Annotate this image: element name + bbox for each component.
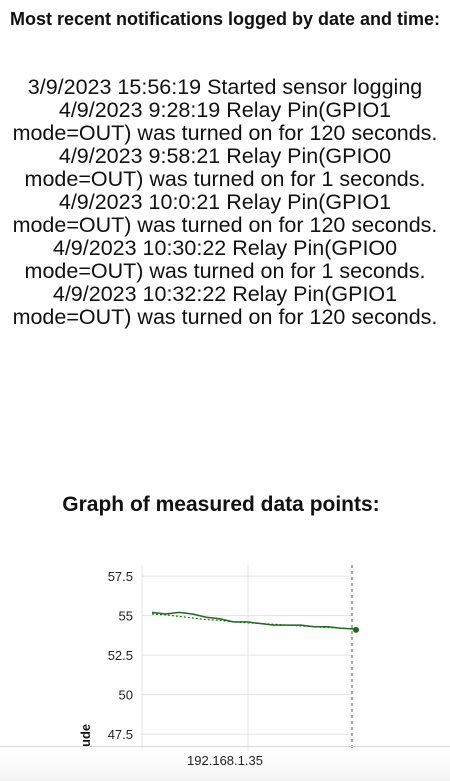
- y-axis-label: ude: [78, 724, 93, 747]
- log-entry: 4/9/2023 10:30:22 Relay Pin(GPIO0 mode=O…: [24, 236, 426, 283]
- log-entry: 4/9/2023 10:0:21 Relay Pin(GPIO1 mode=OU…: [12, 190, 438, 237]
- chart-svg: 57.5 55 52.5 50 47.5 ude: [78, 565, 359, 750]
- browser-bar-divider: [0, 746, 450, 747]
- log-entry: 4/9/2023 10:32:22 Relay Pin(GPIO1 mode=O…: [12, 282, 438, 329]
- notifications-heading: Most recent notifications logged by date…: [9, 9, 441, 29]
- y-tick-label: 50: [119, 688, 133, 703]
- address-url: 192.168.1.35: [187, 753, 263, 768]
- browser-address-bar[interactable]: 192.168.1.35: [0, 752, 450, 781]
- last-data-point: [353, 626, 359, 633]
- y-tick-label: 57.5: [108, 569, 133, 584]
- y-tick-label: 52.5: [108, 648, 133, 663]
- chart-heading: Graph of measured data points:: [62, 493, 380, 516]
- line-chart: 57.5 55 52.5 50 47.5 ude: [0, 555, 450, 750]
- y-tick-label: 55: [119, 609, 133, 624]
- series-line-2: [151, 613, 356, 630]
- series-line-1: [151, 611, 356, 630]
- log-entry: 4/9/2023 9:58:21 Relay Pin(GPIO0 mode=OU…: [24, 144, 426, 191]
- log-entry: 4/9/2023 9:28:19 Relay Pin(GPIO1 mode=OU…: [12, 98, 438, 145]
- y-tick-label: 47.5: [108, 727, 133, 742]
- log-entry: 3/9/2023 15:56:19 Started sensor logging: [27, 75, 423, 99]
- notification-log: 3/9/2023 15:56:19 Started sensor logging…: [0, 76, 450, 329]
